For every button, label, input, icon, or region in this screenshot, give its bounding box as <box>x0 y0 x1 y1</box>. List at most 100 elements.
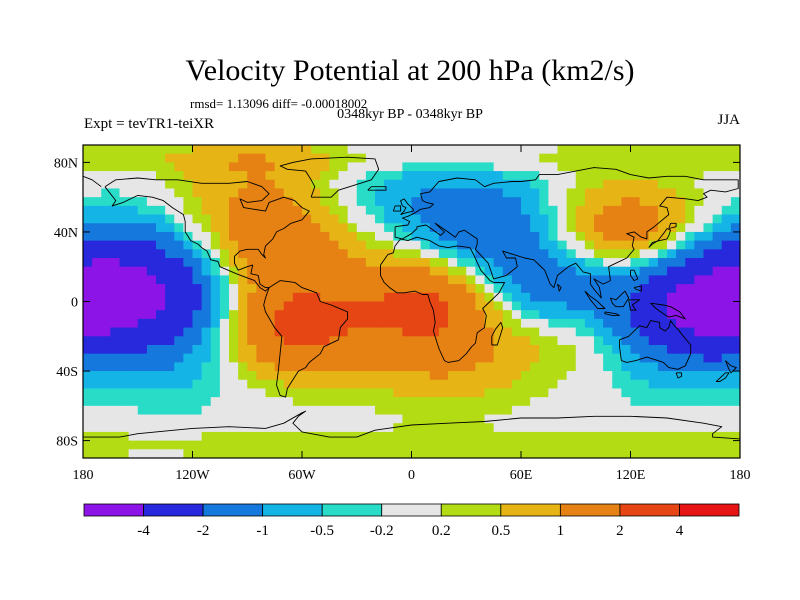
field-cell <box>639 240 650 250</box>
field-cell <box>694 336 705 346</box>
field-cell <box>466 171 476 181</box>
field-cell <box>648 231 659 242</box>
field-cell <box>283 414 294 424</box>
field-cell <box>137 240 148 250</box>
field-cell <box>511 371 522 381</box>
field-cell <box>612 414 622 424</box>
field-cell <box>511 379 522 390</box>
field-cell <box>256 440 267 450</box>
field-cell <box>594 214 604 224</box>
field-cell <box>146 440 157 450</box>
field-cell <box>347 327 358 337</box>
field-cell <box>247 353 257 363</box>
field-cell <box>466 310 476 320</box>
field-cell <box>174 188 184 198</box>
field-cell <box>530 423 540 433</box>
field-cell <box>365 240 376 250</box>
field-cell <box>101 266 111 277</box>
field-cell <box>375 266 385 277</box>
field-cell <box>283 258 294 268</box>
field-cell <box>83 353 93 363</box>
field-cell <box>685 145 695 155</box>
field-cell <box>502 327 513 337</box>
field-cell <box>584 197 595 207</box>
field-cell <box>521 362 531 372</box>
field-cell <box>575 275 586 285</box>
field-cell <box>393 344 403 355</box>
field-cell <box>128 240 139 250</box>
field-cell <box>438 275 449 285</box>
field-cell <box>101 414 111 424</box>
field-cell <box>566 353 577 363</box>
field-cell <box>165 310 175 320</box>
field-cell <box>594 162 604 172</box>
field-cell <box>219 188 230 198</box>
field-cell <box>128 327 139 337</box>
field-cell <box>174 431 184 442</box>
field-cell <box>612 344 622 355</box>
field-cell <box>502 397 513 407</box>
field-cell <box>511 284 522 294</box>
field-cell <box>329 336 340 346</box>
field-cell <box>438 362 449 372</box>
field-cell <box>384 266 394 277</box>
field-cell <box>347 284 358 294</box>
field-cell <box>411 371 422 381</box>
field-cell <box>302 231 312 242</box>
field-cell <box>466 371 476 381</box>
field-cell <box>667 431 677 442</box>
field-cell <box>712 344 723 355</box>
field-cell <box>694 405 705 416</box>
field-cell <box>429 145 440 155</box>
field-cell <box>292 214 303 224</box>
field-cell <box>247 318 257 329</box>
field-cell <box>511 249 522 259</box>
field-cell <box>621 231 632 242</box>
field-cell <box>146 266 157 277</box>
field-cell <box>630 145 641 155</box>
field-cell <box>128 371 139 381</box>
field-cell <box>101 258 111 268</box>
field-cell <box>575 249 586 259</box>
field-cell <box>730 388 740 398</box>
field-cell <box>365 258 376 268</box>
field-cell <box>128 431 139 442</box>
field-cell <box>667 379 677 390</box>
field-cell <box>247 449 257 458</box>
field-cell <box>356 344 367 355</box>
field-cell <box>110 205 121 216</box>
field-cell <box>685 214 695 224</box>
field-cell <box>676 223 686 233</box>
field-cell <box>402 223 413 233</box>
field-cell <box>484 388 495 398</box>
field-cell <box>375 379 385 390</box>
field-cell <box>466 292 476 303</box>
field-cell <box>548 414 559 424</box>
field-cell <box>119 405 130 416</box>
field-cell <box>730 318 740 329</box>
field-cell <box>311 258 321 268</box>
field-cell <box>338 414 349 424</box>
field-cell <box>347 362 358 372</box>
field-cell <box>721 310 732 320</box>
field-cell <box>320 258 330 268</box>
field-cell <box>146 249 157 259</box>
field-cell <box>393 405 403 416</box>
field-cell <box>484 284 495 294</box>
field-cell <box>603 353 613 363</box>
field-cell <box>302 179 312 190</box>
field-cell <box>475 162 486 172</box>
field-cell <box>283 231 294 242</box>
field-cell <box>229 145 239 155</box>
field-cell <box>356 362 367 372</box>
field-cell <box>302 292 312 303</box>
field-cell <box>229 205 239 216</box>
field-cell <box>311 397 321 407</box>
colorbar-label: 2 <box>616 523 624 539</box>
field-cell <box>521 171 531 181</box>
field-cell <box>566 249 577 259</box>
field-cell <box>311 249 321 259</box>
field-cell <box>448 388 458 398</box>
field-cell <box>165 440 175 450</box>
field-cell <box>457 179 467 190</box>
